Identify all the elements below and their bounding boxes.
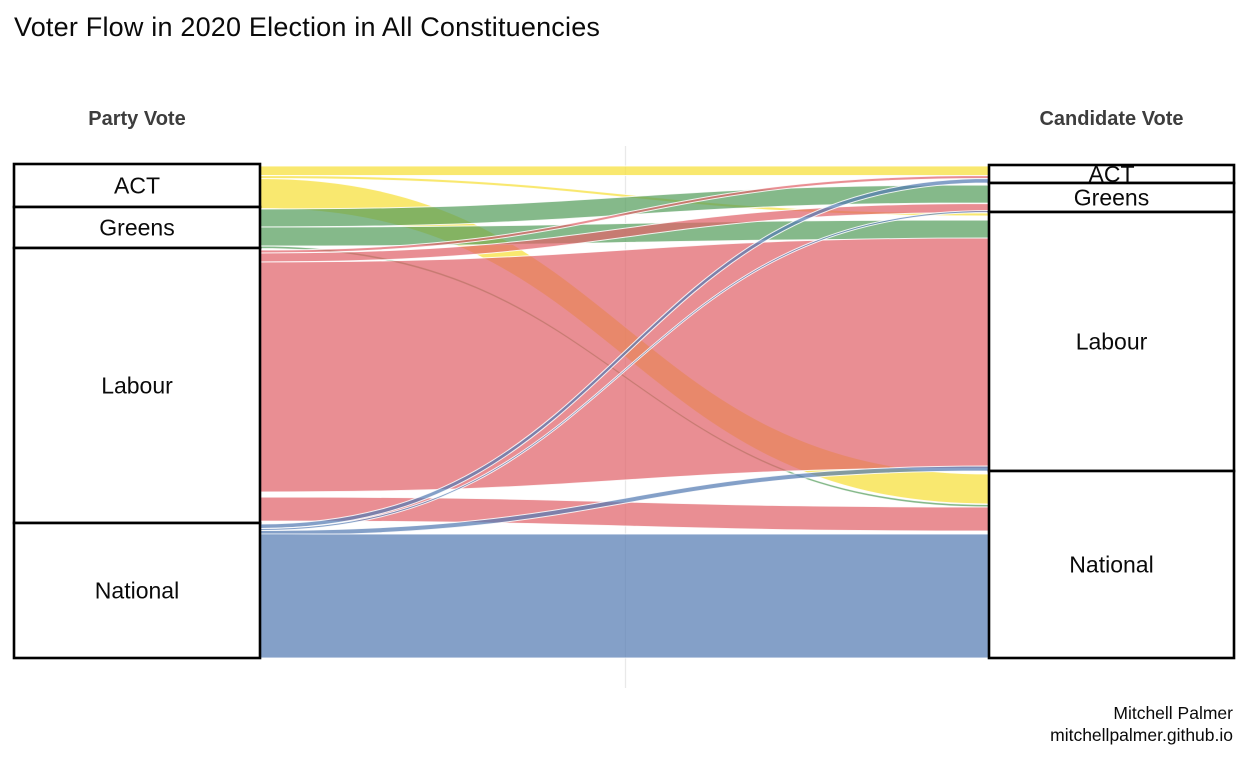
node-label-right-act: ACT [1089, 161, 1135, 187]
flow-national-to-national [259, 533, 990, 659]
flow-act-to-act [259, 165, 990, 177]
node-right-greens [987, 181, 1236, 214]
caption-site: mitchellpalmer.github.io [1050, 725, 1233, 745]
node-label-right-national: National [1069, 552, 1153, 578]
node-left-labour [12, 246, 262, 525]
node-left-national [12, 521, 262, 660]
node-left-greens [12, 205, 262, 250]
node-label-left-national: National [95, 578, 179, 604]
node-label-left-act: ACT [114, 173, 160, 199]
node-label-left-greens: Greens [99, 215, 174, 241]
node-boxes-layer [12, 162, 1236, 660]
node-labels-layer: ACTGreensLabourNationalACTGreensLabourNa… [95, 161, 1154, 604]
node-right-labour [987, 210, 1236, 473]
node-label-left-labour: Labour [101, 373, 173, 399]
node-label-right-greens: Greens [1074, 185, 1149, 211]
node-right-national [987, 469, 1236, 660]
flow-labour-to-labour [259, 237, 990, 493]
page-title: Voter Flow in 2020 Election in All Const… [14, 12, 601, 42]
flow-ribbons-layer [259, 165, 990, 659]
left-axis-header: Party Vote [88, 108, 186, 130]
caption-author: Mitchell Palmer [1113, 703, 1233, 723]
node-label-right-labour: Labour [1076, 329, 1148, 355]
caption: Mitchell Palmer mitchellpalmer.github.io [1050, 702, 1233, 746]
right-axis-header: Candidate Vote [1039, 108, 1184, 130]
